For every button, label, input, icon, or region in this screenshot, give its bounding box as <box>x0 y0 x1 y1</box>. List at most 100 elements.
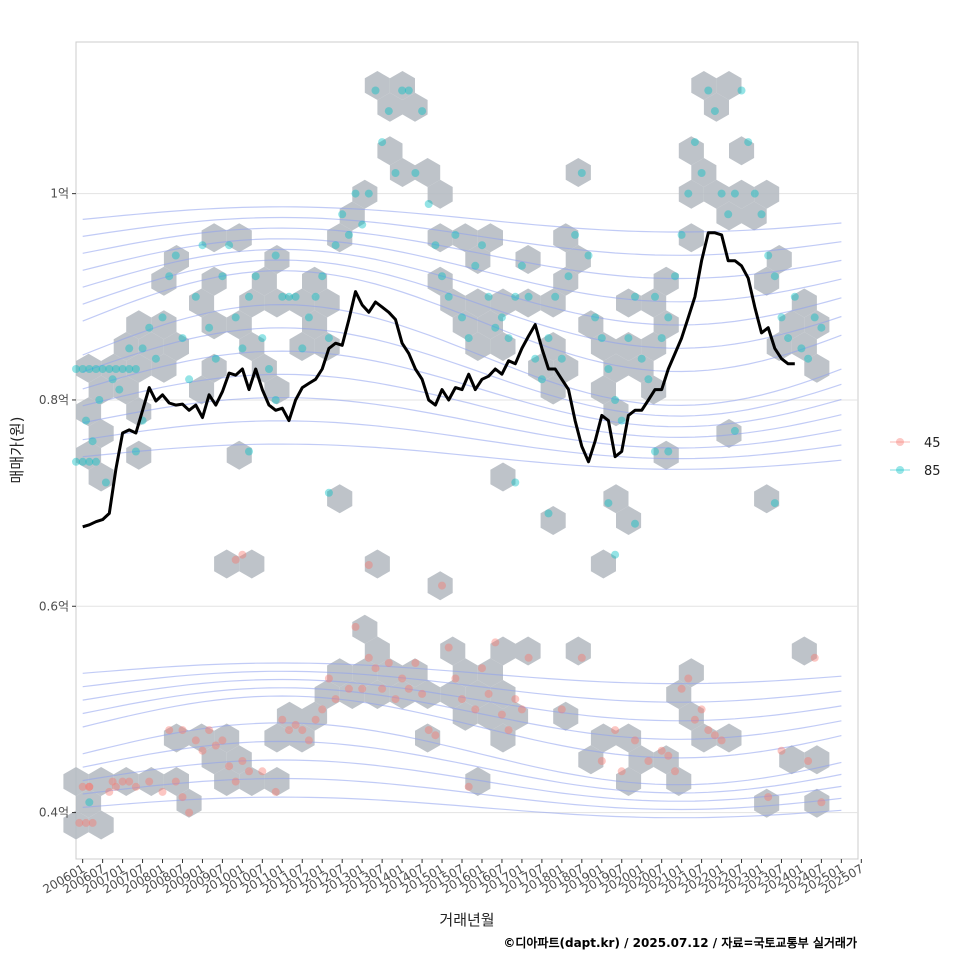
hex-bin <box>477 658 503 688</box>
y-axis-ticks: 0.4억 0.6억 0.8억 1억 <box>39 187 76 820</box>
legend-swatch-85 <box>896 466 904 474</box>
hex-bin <box>88 810 114 840</box>
trend-line-85 <box>82 231 795 529</box>
point-85 <box>817 323 826 332</box>
point-85 <box>730 189 739 198</box>
point-85 <box>85 365 94 373</box>
point-45 <box>278 715 287 724</box>
hex-bin <box>76 440 102 470</box>
point-45 <box>677 684 686 693</box>
hex-bin <box>427 179 453 209</box>
point-45 <box>158 787 167 796</box>
point-45 <box>491 638 500 647</box>
point-85 <box>631 292 639 301</box>
density-contour <box>82 687 842 740</box>
hex-bin <box>289 332 315 361</box>
point-45 <box>464 782 473 791</box>
point-85 <box>211 354 220 363</box>
point-85 <box>604 499 613 508</box>
hex-bin <box>653 266 679 296</box>
point-45 <box>178 726 187 735</box>
point-85 <box>324 334 333 343</box>
hex-bin <box>628 353 654 383</box>
hex-bin <box>226 223 252 253</box>
point-85 <box>497 313 506 322</box>
point-45 <box>324 674 333 683</box>
point-85 <box>790 292 799 301</box>
point-85 <box>324 488 333 497</box>
hex-bin <box>678 179 704 209</box>
point-45 <box>85 782 94 791</box>
point-85 <box>537 375 546 384</box>
hex-bin <box>729 179 755 209</box>
point-85 <box>125 365 134 373</box>
point-85 <box>95 396 104 404</box>
point-45 <box>285 726 293 735</box>
point-85 <box>690 138 699 147</box>
hex-bin <box>76 397 102 427</box>
hex-bin <box>402 92 428 122</box>
point-85 <box>750 189 759 198</box>
point-45 <box>118 777 127 786</box>
point-85 <box>664 313 673 322</box>
point-85 <box>704 86 713 95</box>
point-85 <box>404 86 413 95</box>
density-contour <box>82 227 842 280</box>
point-85 <box>331 241 340 250</box>
hex-bin <box>264 767 290 796</box>
hex-bin <box>364 71 390 100</box>
hex-bin <box>113 332 139 361</box>
point-45 <box>271 787 280 796</box>
hex-bin <box>302 310 328 340</box>
point-45 <box>398 674 407 683</box>
point-45 <box>85 782 94 791</box>
point-85 <box>191 292 200 301</box>
hex-bin <box>703 92 729 122</box>
point-45 <box>105 787 114 796</box>
point-45 <box>378 684 387 693</box>
hex-bin <box>490 462 516 492</box>
point-45 <box>451 674 460 683</box>
hex-bin <box>754 179 780 209</box>
point-45 <box>218 736 227 745</box>
point-85 <box>504 334 513 343</box>
point-45 <box>125 777 134 786</box>
hex-bin <box>163 332 189 361</box>
point-85 <box>98 365 107 373</box>
point-85 <box>797 344 806 353</box>
hex-bin <box>678 701 704 731</box>
point-85 <box>311 292 320 301</box>
point-45 <box>804 757 813 765</box>
hex-bin <box>716 71 742 100</box>
point-85 <box>138 344 147 353</box>
hex-bin <box>201 353 227 383</box>
point-85 <box>118 365 127 373</box>
hex-bin <box>779 310 805 340</box>
point-45 <box>111 782 120 791</box>
point-85 <box>105 365 114 373</box>
point-85 <box>245 292 253 301</box>
density-contours <box>82 206 842 819</box>
hex-bin <box>779 745 805 775</box>
density-contour <box>82 238 842 303</box>
density-contour <box>82 396 842 449</box>
point-45 <box>511 695 520 704</box>
point-45 <box>198 746 207 755</box>
hex-bin <box>201 266 227 296</box>
hex-bin <box>415 723 441 753</box>
point-85 <box>611 550 620 559</box>
hex-bin <box>565 158 591 187</box>
density-contour <box>82 759 842 802</box>
point-85 <box>624 334 633 343</box>
hex-bin <box>616 332 642 361</box>
point-45 <box>171 777 180 786</box>
point-85 <box>651 447 659 456</box>
point-45 <box>777 746 786 755</box>
density-contour <box>82 740 842 794</box>
hex-bin <box>352 179 378 209</box>
point-45 <box>617 767 626 776</box>
hex-bin <box>101 353 127 383</box>
hex-bin <box>616 288 642 318</box>
hex-bin <box>653 745 679 775</box>
